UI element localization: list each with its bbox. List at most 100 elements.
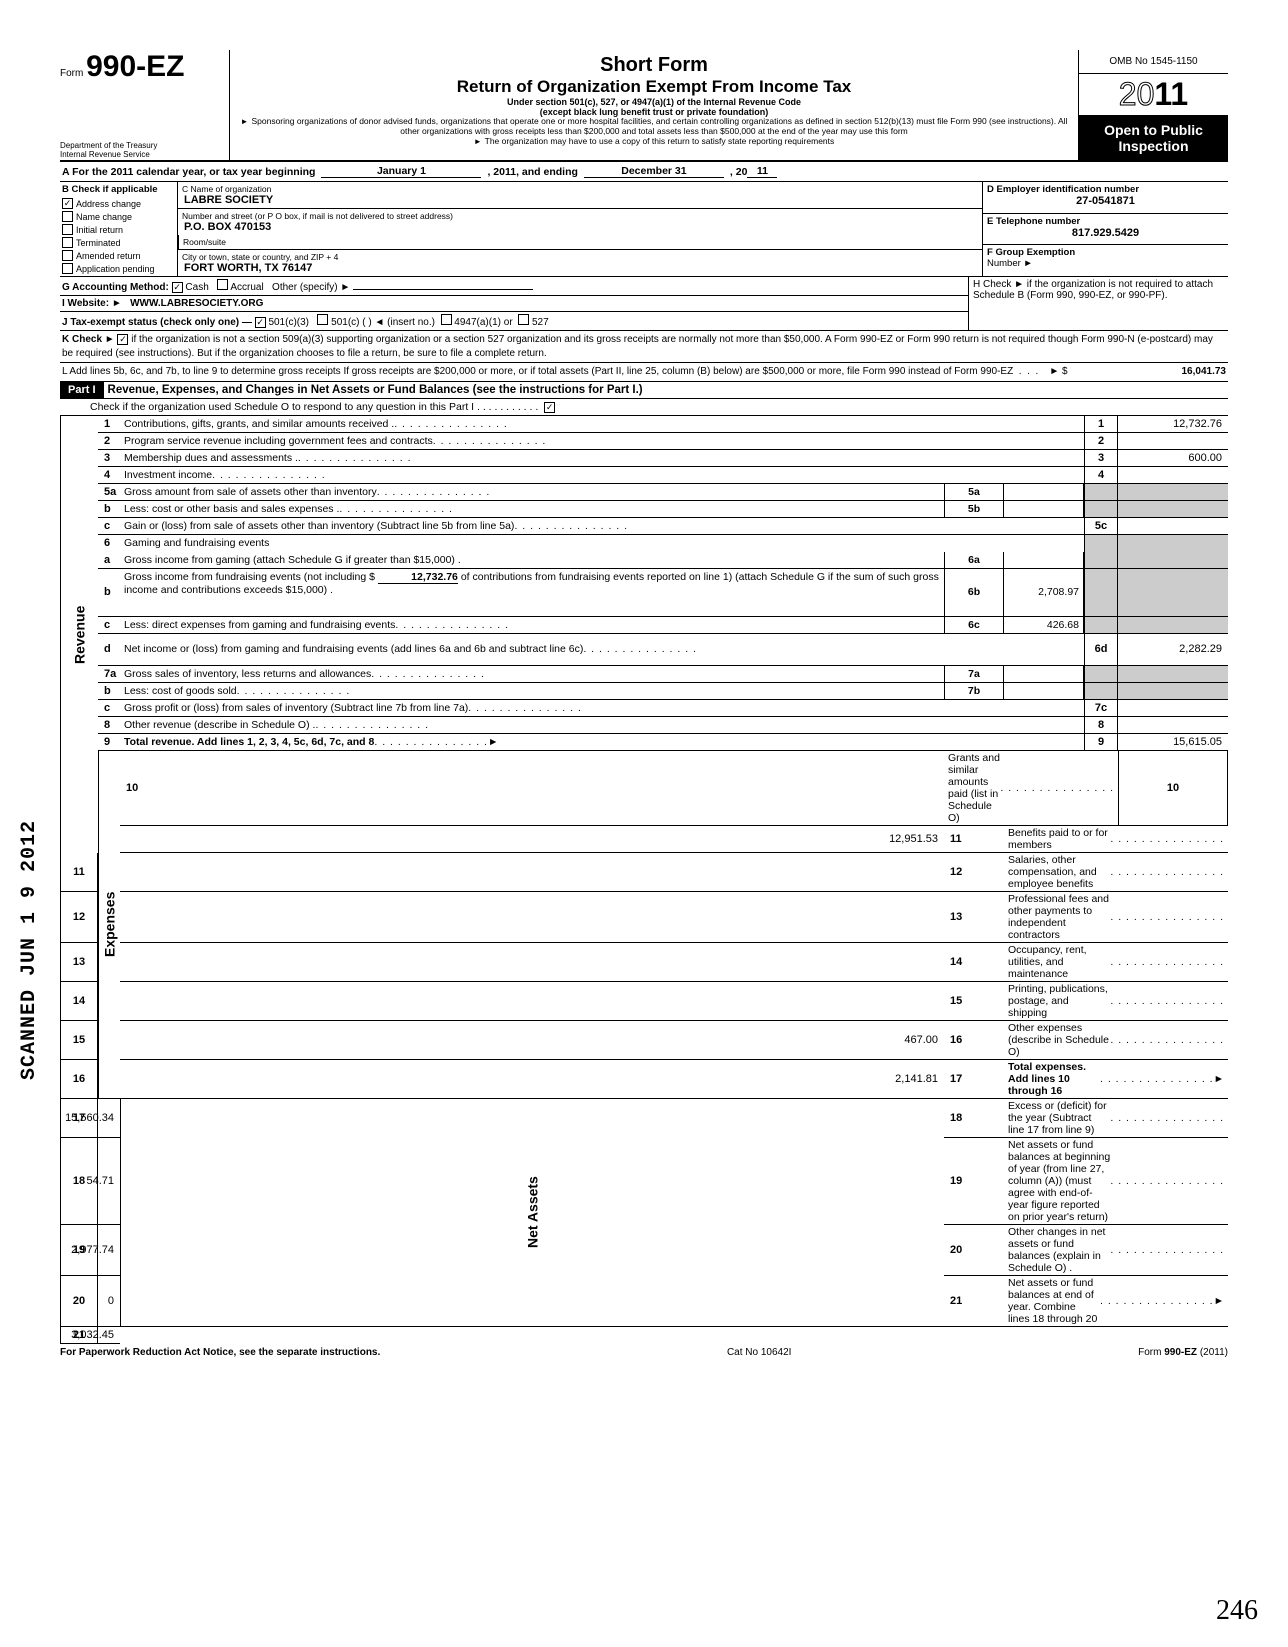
ln-5c: c (98, 518, 120, 535)
chk-501c3[interactable]: ✓ (255, 317, 266, 328)
sv-7b[interactable] (1004, 683, 1084, 700)
amt-10[interactable]: 12,951.53 (120, 826, 944, 853)
col-de: D Employer identification number 27-0541… (983, 182, 1228, 276)
ln-14: 14 (944, 943, 1004, 982)
sv-7a[interactable] (1004, 666, 1084, 683)
ein-value[interactable]: 27-0541871 (987, 195, 1224, 207)
telephone-value[interactable]: 817.929.5429 (987, 227, 1224, 239)
a-end[interactable]: December 31 (584, 165, 724, 178)
form-label-prefix: Form (60, 68, 83, 79)
box-13: 13 (60, 943, 98, 982)
desc-12: Salaries, other compensation, and employ… (1008, 854, 1110, 890)
part-i-title: Revenue, Expenses, and Changes in Net As… (104, 382, 1228, 398)
amt-4[interactable] (1118, 467, 1228, 484)
amt-17[interactable]: 15,560.34 (98, 1099, 120, 1138)
amt-15[interactable]: 467.00 (120, 1021, 944, 1060)
amt-1[interactable]: 12,732.76 (1118, 416, 1228, 433)
org-address[interactable]: P.O. BOX 470153 (182, 221, 978, 233)
side-expenses: Expenses (98, 751, 120, 1099)
a-yy[interactable]: 11 (747, 165, 777, 178)
amt-13[interactable] (120, 943, 944, 982)
sb-5a: 5a (944, 484, 1004, 501)
sb-6a: 6a (944, 552, 1004, 569)
amt-9[interactable]: 15,615.05 (1118, 734, 1228, 751)
chk-k[interactable]: ✓ (117, 334, 128, 345)
sv-6b[interactable]: 2,708.97 (1004, 569, 1084, 617)
amt-20[interactable]: 0 (98, 1276, 120, 1327)
footer-left: For Paperwork Reduction Act Notice, see … (60, 1347, 380, 1358)
amt-21[interactable]: 3,032.45 (98, 1327, 120, 1344)
amt-7c[interactable] (1118, 700, 1228, 717)
side-revenue: Revenue (60, 416, 98, 853)
d-lbl: D Employer identification number (987, 184, 1224, 195)
desc-6b-1: Gross income from fundraising events (no… (124, 571, 375, 583)
chk-application-pending[interactable]: Application pending (60, 262, 177, 275)
shade-5b (1084, 501, 1118, 518)
f-lbl2: Number ► (987, 258, 1033, 269)
b-item-3: Terminated (76, 238, 121, 248)
desc-7b: Less: cost of goods sold (124, 685, 237, 697)
a-begin[interactable]: January 1 (321, 165, 481, 178)
ln-16: 16 (944, 1021, 1004, 1060)
box-1: 1 (1084, 416, 1118, 433)
desc-9: Total revenue. Add lines 1, 2, 3, 4, 5c,… (124, 736, 374, 748)
dept-block: Department of the Treasury Internal Reve… (60, 142, 221, 160)
amt-19[interactable]: 2,977.74 (98, 1225, 120, 1276)
chk-501c[interactable] (317, 314, 328, 325)
website-value[interactable]: WWW.LABRESOCIETY.ORG (130, 298, 263, 309)
ln-17: 17 (944, 1060, 1004, 1099)
b-item-1: Name change (76, 212, 132, 222)
sv-6a[interactable] (1004, 552, 1084, 569)
amt-16[interactable]: 2,141.81 (120, 1060, 944, 1099)
desc-5a: Gross amount from sale of assets other t… (124, 486, 377, 498)
shade-6 (1084, 535, 1118, 552)
amt-18[interactable]: 54.71 (98, 1138, 120, 1225)
row-j: J Tax-exempt status (check only one) — ✓… (60, 312, 968, 330)
shade-amt-6b (1118, 569, 1228, 617)
chk-schedule-o[interactable]: ✓ (544, 402, 555, 413)
desc-10: Grants and similar amounts paid (list in… (948, 752, 1000, 824)
org-name[interactable]: LABRE SOCIETY (182, 194, 978, 206)
amt-14[interactable] (120, 982, 944, 1021)
chk-terminated[interactable]: Terminated (60, 236, 177, 249)
handwritten-number: 246 (1216, 1595, 1258, 1627)
amt-3[interactable]: 600.00 (1118, 450, 1228, 467)
chk-4947[interactable] (441, 314, 452, 325)
chk-address-change[interactable]: ✓Address change (60, 197, 177, 210)
g-other-input[interactable] (353, 289, 533, 290)
desc-14: Occupancy, rent, utilities, and maintena… (1008, 944, 1110, 980)
j-o1: 501(c)(3) (268, 317, 309, 328)
row-ghij: G Accounting Method: ✓ Cash Accrual Othe… (60, 277, 1228, 331)
contrib-6b[interactable]: 12,732.76 (378, 571, 458, 584)
amt-12[interactable] (120, 892, 944, 943)
amt-6d[interactable]: 2,282.29 (1118, 634, 1228, 666)
chk-cash[interactable]: ✓ (172, 282, 183, 293)
sv-5a[interactable] (1004, 484, 1084, 501)
box-15: 15 (60, 1021, 98, 1060)
sv-5b[interactable] (1004, 501, 1084, 518)
l-amount[interactable]: 16,041.73 (1182, 365, 1227, 379)
amt-5c[interactable] (1118, 518, 1228, 535)
amt-8[interactable] (1118, 717, 1228, 734)
f-lbl: F Group Exemption (987, 247, 1075, 258)
g-lbl: G Accounting Method: (62, 282, 169, 293)
amt-2[interactable] (1118, 433, 1228, 450)
chk-accrual[interactable] (217, 279, 228, 290)
chk-527[interactable] (518, 314, 529, 325)
org-city[interactable]: FORT WORTH, TX 76147 (182, 262, 978, 274)
ln-6d: d (98, 634, 120, 666)
box-3: 3 (1084, 450, 1118, 467)
desc-7a: Gross sales of inventory, less returns a… (124, 668, 371, 680)
ln-11: 11 (944, 826, 1004, 853)
chk-amended[interactable]: Amended return (60, 249, 177, 262)
shade-amt-7b (1118, 683, 1228, 700)
chk-initial-return[interactable]: Initial return (60, 223, 177, 236)
chk-name-change[interactable]: Name change (60, 210, 177, 223)
sb-6c: 6c (944, 617, 1004, 634)
j-o3: 4947(a)(1) or (454, 317, 512, 328)
desc-17: Total expenses. Add lines 10 through 16 (1008, 1061, 1100, 1097)
amt-11[interactable] (120, 853, 944, 892)
sv-6c[interactable]: 426.68 (1004, 617, 1084, 634)
footer-right-pre: Form (1138, 1347, 1164, 1358)
box-6d: 6d (1084, 634, 1118, 666)
